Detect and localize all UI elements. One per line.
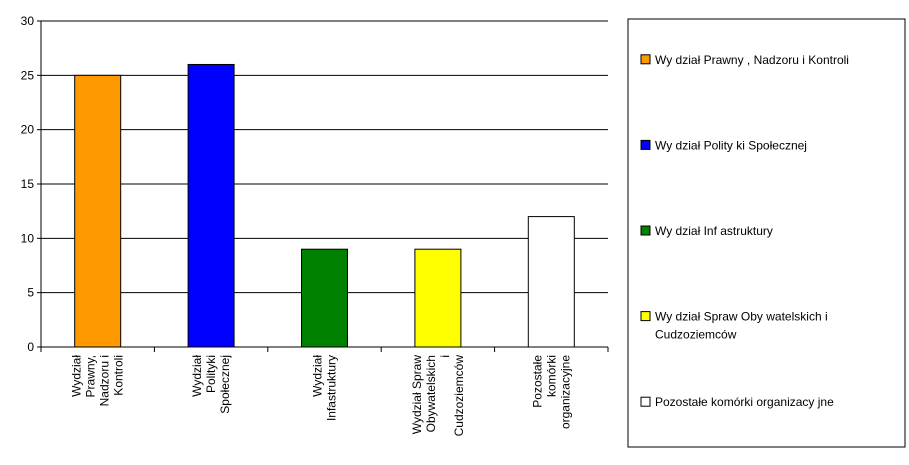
x-tick-label-line: Wydział — [311, 355, 325, 397]
y-tick-label: 15 — [21, 177, 35, 191]
y-tick-label: 30 — [21, 14, 35, 28]
x-tick-label-line: i — [438, 355, 452, 358]
x-axis — [40, 346, 609, 352]
y-tick-label: 25 — [21, 68, 35, 82]
x-tick-label-line: Prawny, — [84, 355, 98, 397]
y-axis: 0 5 10 15 20 25 30 — [21, 14, 42, 354]
legend-swatch — [640, 225, 651, 236]
x-tick-label: Wydział Spraw Obywatelskich i Cudzoziemców — [410, 355, 466, 437]
y-tick-label: 5 — [27, 286, 34, 300]
legend-item: Wy dział Inf astruktury — [640, 224, 773, 238]
y-tick-label: 20 — [21, 123, 35, 137]
x-tick-label-line: Infastruktury — [325, 355, 339, 421]
x-tick-label-line: Wydział — [190, 355, 204, 397]
legend-item: Pozostałe komórki organizacy jne — [640, 395, 834, 409]
legend-item: Wy dział Spraw Oby watelskich i Cudzoziem… — [640, 310, 828, 342]
category-labels: Wydział Prawny, Nadzoru i Kontroli Wydział Po… — [70, 355, 573, 437]
x-tick-label-line: Nadzoru i — [98, 355, 112, 406]
legend-box — [627, 18, 906, 448]
x-tick-label: Wydział Polityki Społecznej — [190, 355, 232, 414]
legend-label: Cudzoziemców — [655, 328, 737, 342]
x-tick-label: Pozostałe komórki organizacyjne — [530, 355, 572, 429]
bar — [527, 216, 575, 348]
legend-item: Wy dział Prawny , Nadzoru i Kontroli — [640, 53, 849, 67]
x-tick-label-line: Społecznej — [218, 355, 232, 414]
x-tick-label-line: Polityki — [204, 355, 218, 393]
legend-label: Wy dział Polity ki Społecznej — [655, 138, 807, 152]
legend-label: Wy dział Inf astruktury — [655, 224, 773, 238]
x-tick-label: Wydział Infastruktury — [311, 355, 339, 421]
x-tick-label-line: Kontroli — [112, 355, 126, 396]
legend-swatch — [640, 396, 651, 407]
y-tick-label: 0 — [27, 340, 34, 354]
bar — [301, 248, 348, 348]
bars — [74, 63, 575, 348]
gridlines — [41, 20, 608, 294]
y-tick-label: 10 — [21, 231, 35, 245]
bar — [74, 74, 122, 348]
legend-swatch — [640, 311, 651, 322]
x-tick-label-line: organizacyjne — [558, 355, 572, 429]
x-tick-label-line: komórki — [544, 355, 558, 397]
x-tick-label: Wydział Prawny, Nadzoru i Kontroli — [70, 355, 126, 407]
legend-swatch — [640, 139, 651, 150]
legend: Wy dział Prawny , Nadzoru i Kontroli Wy d… — [627, 18, 906, 448]
legend-label: Pozostałe komórki organizacy jne — [655, 395, 834, 409]
bar — [187, 63, 235, 348]
x-tick-label-line: Pozostałe — [530, 355, 544, 408]
bar — [414, 248, 462, 348]
legend-swatch — [640, 54, 651, 65]
legend-item: Wy dział Polity ki Społecznej — [640, 138, 807, 152]
legend-label: Wy dział Spraw Oby watelskich i — [655, 310, 828, 324]
x-tick-label-line: Cudzoziemców — [452, 355, 466, 437]
x-tick-label-line: Obywatelskich — [424, 355, 438, 432]
x-tick-label-line: Wydział Spraw — [410, 355, 424, 435]
x-tick-label-line: Wydział — [70, 355, 84, 397]
legend-label: Wy dział Prawny , Nadzoru i Kontroli — [655, 53, 849, 67]
